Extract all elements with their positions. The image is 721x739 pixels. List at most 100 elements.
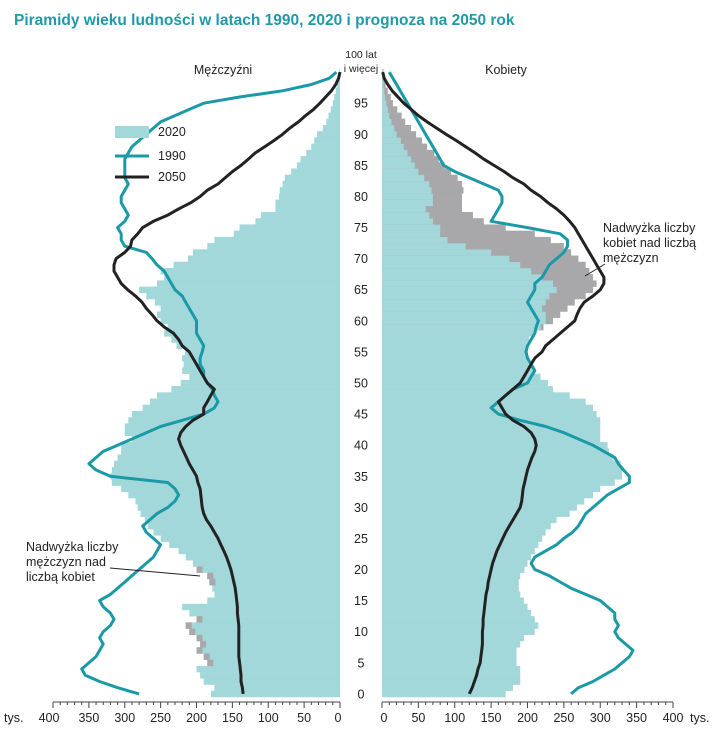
female-x-tick-0: 0 <box>381 711 388 725</box>
bar-male-2020-age-94 <box>330 106 340 113</box>
bar-male-2020-age-68 <box>160 267 340 275</box>
x-axes: 400 350 300 250 200 150 100 50 0 0 50 100 150 200 250 3… <box>4 701 709 725</box>
female-x-tick-150: 150 <box>481 711 502 725</box>
bar-female-2020-age-99 <box>382 75 383 82</box>
legend-label-1990: 1990 <box>158 149 186 163</box>
bar-male-2020-age-82 <box>282 180 340 188</box>
male-x-tick-0: 0 <box>335 711 342 725</box>
bar-female-2020-age-35 <box>382 473 623 480</box>
bar-male-2020-age-60 <box>160 317 340 325</box>
bar-male-2020-age-11 <box>185 622 340 629</box>
male-x-tick-350: 350 <box>78 711 99 725</box>
bar-male-2020-age-42 <box>124 429 340 437</box>
bar-male-2020-age-29 <box>140 510 340 517</box>
bar-male-2020-age-81 <box>279 187 340 194</box>
bar-male-2020-age-13 <box>189 609 340 617</box>
line-female-1990 <box>388 71 635 696</box>
annotation-male-line1: Nadwyżka liczby <box>26 540 119 554</box>
bar-female-2020-age-74 <box>382 230 441 238</box>
bar-male-2020-age-33 <box>121 485 340 493</box>
bar-female-2020-age-34 <box>382 479 615 486</box>
bar-female-surplus-age-91 <box>382 124 412 132</box>
bar-male-2020-age-5 <box>207 659 340 667</box>
bar-female-surplus-age-93 <box>382 112 402 119</box>
bar-female-2020-age-93 <box>382 112 390 119</box>
bar-male-2020-age-66 <box>157 280 340 287</box>
bar-female-2020-age-13 <box>382 609 532 617</box>
bar-female-2020-age-52 <box>382 367 535 374</box>
bar-female-2020-age-82 <box>382 180 430 188</box>
female-unit-label: tys. <box>690 711 709 725</box>
bar-female-2020-age-54 <box>382 355 528 362</box>
bar-female-2020-age-45 <box>382 410 597 418</box>
bar-female-2020-age-78 <box>382 205 426 213</box>
male-x-tick-150: 150 <box>222 711 243 725</box>
bar-female-2020-age-6 <box>382 653 517 660</box>
bar-female-2020-age-27 <box>382 522 551 530</box>
bar-female-2020-age-24 <box>382 541 539 549</box>
male-x-tick-300: 300 <box>114 711 135 725</box>
top-age-label-line2: i więcej <box>344 63 378 75</box>
bar-female-2020-age-80 <box>382 193 433 200</box>
bar-male-2020-age-1 <box>214 684 340 692</box>
bar-female-2020-age-89 <box>382 137 401 144</box>
male-x-tick-250: 250 <box>150 711 171 725</box>
age-tick-30: 30 <box>354 501 368 515</box>
bar-female-2020-age-22 <box>382 553 532 561</box>
age-tick-20: 20 <box>354 563 368 577</box>
bar-male-2020-age-55 <box>185 348 340 356</box>
annotation-male-line3: liczbą kobiet <box>26 570 95 584</box>
bar-female-2020-age-49 <box>382 386 553 393</box>
bar-female-surplus-age-75 <box>382 224 506 231</box>
bar-female-2020-age-17 <box>382 585 519 592</box>
bar-male-2020-age-98 <box>337 81 340 88</box>
line-female-2050 <box>381 71 606 695</box>
bar-male-2020-age-75 <box>239 224 340 231</box>
bar-female-2020-age-4 <box>382 665 521 673</box>
bar-female-surplus-age-89 <box>382 137 423 144</box>
bar-female-2020-age-79 <box>382 199 433 207</box>
bar-female-2020-age-97 <box>382 87 385 95</box>
bar-female-2020-age-3 <box>382 672 521 679</box>
bar-male-2020-age-26 <box>153 529 340 536</box>
bar-male-2020-age-18 <box>209 578 340 586</box>
legend-label-2050: 2050 <box>158 170 186 184</box>
bar-male-2020-age-30 <box>137 504 340 511</box>
bar-female-2020-age-81 <box>382 187 432 194</box>
bar-male-2020-age-49 <box>171 386 340 393</box>
bar-male-2020-age-80 <box>279 193 340 200</box>
bar-female-2020-age-60 <box>382 317 546 325</box>
bar-male-2020-age-52 <box>182 367 340 374</box>
bar-female-2020-age-7 <box>382 647 517 654</box>
bar-female-2020-age-94 <box>382 106 388 113</box>
bar-female-2020-age-8 <box>382 641 521 648</box>
bar-male-2020-age-36 <box>111 466 341 474</box>
bar-male-surplus-age-12 <box>196 616 203 623</box>
female-x-tick-350: 350 <box>626 711 647 725</box>
bar-female-2020-age-44 <box>382 417 601 424</box>
bar-male-2020-age-58 <box>164 330 340 337</box>
bar-female-surplus-age-87 <box>382 149 435 157</box>
bar-male-2020-age-90 <box>317 131 340 138</box>
bar-male-2020-age-85 <box>296 162 340 169</box>
bar-male-2020-age-25 <box>160 535 340 542</box>
bar-female-2020-age-72 <box>382 243 466 250</box>
bar-male-2020-age-56 <box>176 342 340 350</box>
bar-male-2020-age-89 <box>314 137 340 144</box>
bar-male-2020-age-97 <box>335 87 340 95</box>
bar-male-surplus-age-10 <box>189 628 196 636</box>
bar-male-surplus-age-20 <box>196 566 203 573</box>
bar-female-2020-age-1 <box>382 684 513 692</box>
bar-female-2020-age-98 <box>382 81 384 88</box>
female-x-tick-300: 300 <box>590 711 611 725</box>
bar-female-2020-age-87 <box>382 149 408 157</box>
bar-male-2020-age-8 <box>200 641 340 648</box>
bar-male-2020-age-76 <box>255 218 340 225</box>
age-tick-70: 70 <box>354 252 368 266</box>
bar-female-2020-age-30 <box>382 504 577 511</box>
bar-male-2020-age-79 <box>275 199 340 207</box>
bar-male-2020-age-63 <box>154 299 340 306</box>
bar-male-2020-age-38 <box>117 454 340 461</box>
bar-female-2020-age-39 <box>382 448 609 455</box>
bar-male-2020-age-6 <box>203 653 340 660</box>
